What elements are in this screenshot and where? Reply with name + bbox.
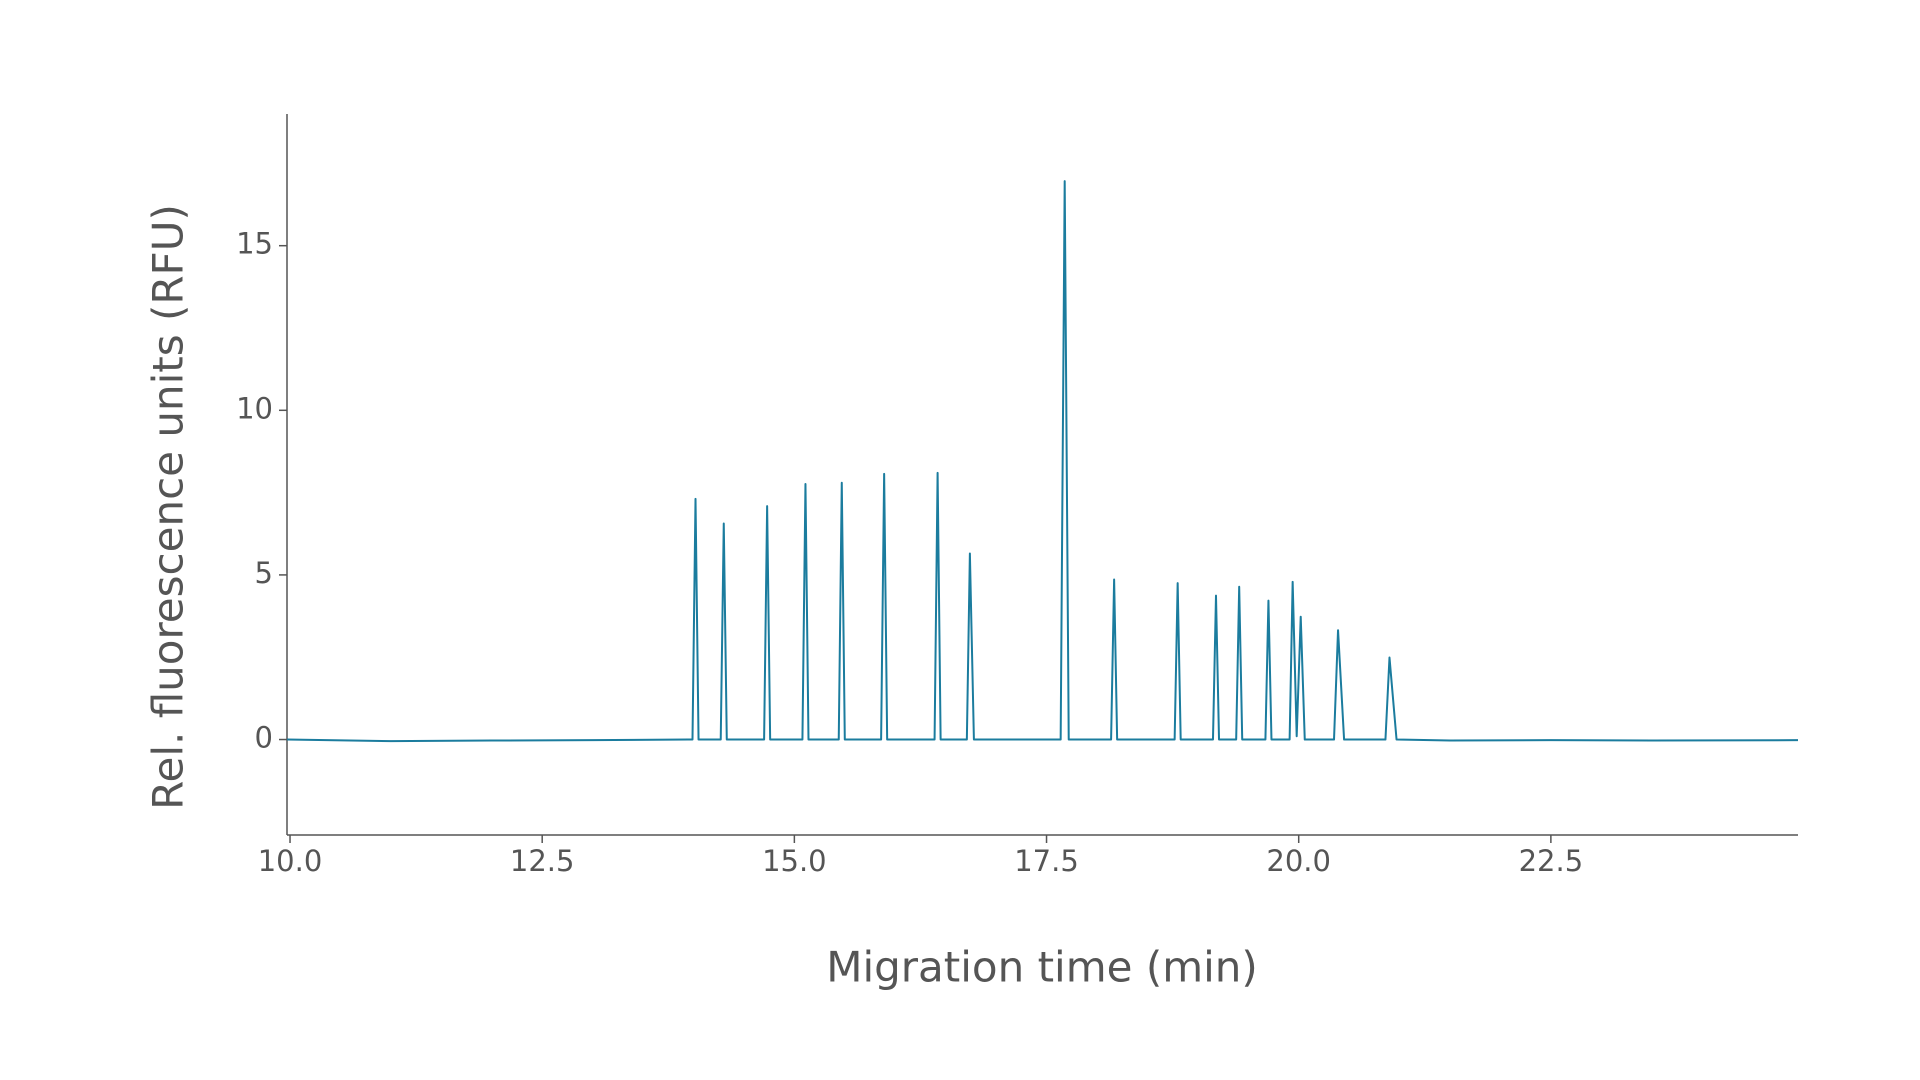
y-axis-label: Rel. fluorescence units (RFU)	[144, 204, 193, 810]
y-tick-label: 5	[255, 556, 273, 590]
x-tick-label: 20.0	[1266, 844, 1331, 878]
x-axis-label: Migration time (min)	[826, 943, 1258, 992]
y-tick-label: 15	[236, 227, 273, 261]
x-tick-label: 10.0	[258, 844, 323, 878]
x-tick-label: 22.5	[1519, 844, 1584, 878]
x-tick-label: 17.5	[1014, 844, 1079, 878]
x-tick-label: 12.5	[510, 844, 575, 878]
y-tick-label: 0	[255, 721, 273, 755]
x-tick-label: 15.0	[762, 844, 827, 878]
y-tick-label: 10	[236, 391, 273, 425]
data-line	[286, 180, 1799, 743]
